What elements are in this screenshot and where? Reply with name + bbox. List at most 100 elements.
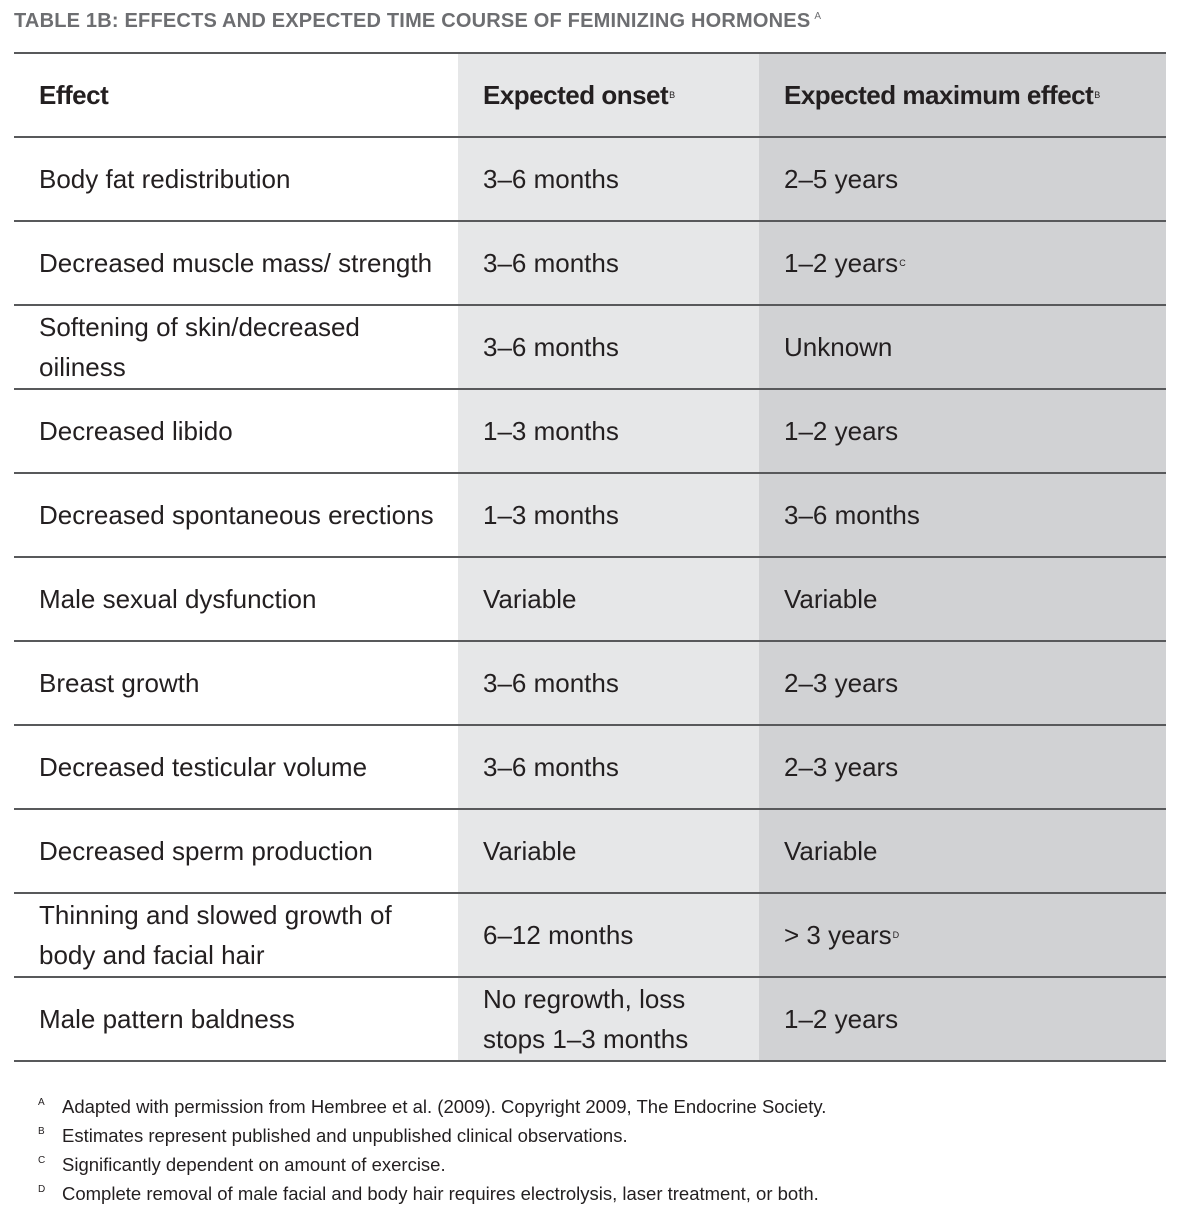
cell-text: Breast growth — [39, 668, 200, 698]
cell-expected-maximum-effect: 2–5 years — [759, 138, 1166, 220]
footnote-text: Complete removal of male facial and body… — [62, 1183, 819, 1204]
cell-text: Unknown — [784, 332, 893, 362]
title-footnote-mark: A — [814, 11, 822, 22]
cell-text: 1–2 years — [784, 248, 899, 278]
footnote-mark: C — [38, 1155, 46, 1166]
table-row: Male pattern baldness No regrowth, loss s… — [14, 978, 1166, 1062]
table-row: Decreased testicular volume 3–6 months 2–3… — [14, 726, 1166, 810]
footnote-mark: D — [892, 930, 900, 940]
cell-expected-onset: Variable — [458, 810, 759, 892]
footnote-mark: B — [1094, 90, 1100, 100]
cell-expected-maximum-effect: 2–3 years — [759, 642, 1166, 724]
header-text: Expected maximum effect — [784, 80, 1094, 110]
cell-text: 2–3 years — [784, 752, 899, 782]
footnote: B Estimates represent published and unpub… — [38, 1125, 826, 1154]
cell-text: Male pattern baldness — [39, 1004, 295, 1034]
footnote-text: Significantly dependent on amount of exe… — [62, 1154, 446, 1175]
table-row: Breast growth 3–6 months 2–3 years — [14, 642, 1166, 726]
cell-expected-maximum-effect: Variable — [759, 558, 1166, 640]
cell-expected-maximum-effect: Variable — [759, 810, 1166, 892]
footnote-mark: B — [669, 90, 675, 100]
cell-text: 3–6 months — [483, 752, 619, 782]
cell-expected-maximum-effect: 3–6 months — [759, 474, 1166, 556]
cell-text: Body fat redistribution — [39, 164, 291, 194]
table-row: Softening of skin/decreased oiliness 3–6 … — [14, 306, 1166, 390]
footnote-mark: D — [38, 1184, 46, 1195]
cell-text: No regrowth, loss stops 1–3 months — [483, 984, 689, 1054]
footnote: A Adapted with permission from Hembree et… — [38, 1096, 826, 1125]
cell-expected-maximum-effect: 1–2 years C — [759, 222, 1166, 304]
cell-text: 3–6 months — [483, 668, 619, 698]
cell-text: Variable — [784, 584, 878, 614]
footnote-text: Estimates represent published and unpubl… — [62, 1125, 628, 1146]
cell-text: Variable — [483, 584, 577, 614]
footnote-mark: B — [38, 1126, 45, 1137]
cell-expected-onset: 3–6 months — [458, 138, 759, 220]
cell-effect: Decreased muscle mass/ strength — [14, 222, 458, 304]
effects-table: Effect Expected onset B Expected maximum … — [14, 52, 1166, 1062]
cell-expected-onset: 6–12 months — [458, 894, 759, 976]
cell-text: Softening of skin/decreased oiliness — [39, 312, 360, 382]
cell-expected-onset: 1–3 months — [458, 474, 759, 556]
cell-effect: Male sexual dysfunction — [14, 558, 458, 640]
table-title: TABLE 1B: EFFECTS AND EXPECTED TIME COUR… — [14, 10, 821, 33]
cell-expected-onset: 1–3 months — [458, 390, 759, 472]
table-row: Decreased muscle mass/ strength 3–6 month… — [14, 222, 1166, 306]
cell-expected-onset: No regrowth, loss stops 1–3 months — [458, 978, 759, 1060]
cell-expected-onset: 3–6 months — [458, 306, 759, 388]
cell-effect: Decreased testicular volume — [14, 726, 458, 808]
footnote: C Significantly dependent on amount of ex… — [38, 1154, 826, 1183]
footnote: D Complete removal of male facial and bod… — [38, 1183, 826, 1212]
cell-text: 1–3 months — [483, 416, 619, 446]
cell-text: 3–6 months — [784, 500, 920, 530]
cell-expected-maximum-effect: 2–3 years — [759, 726, 1166, 808]
footnote-mark: A — [38, 1097, 45, 1108]
cell-effect: Breast growth — [14, 642, 458, 724]
table-row: Body fat redistribution 3–6 months 2–5 yea… — [14, 138, 1166, 222]
cell-text: 2–3 years — [784, 668, 899, 698]
cell-effect: Decreased sperm production — [14, 810, 458, 892]
cell-expected-onset: 3–6 months — [458, 642, 759, 724]
table-row: Male sexual dysfunction Variable Variable — [14, 558, 1166, 642]
footnote-mark: C — [899, 258, 906, 268]
cell-expected-maximum-effect: 1–2 years — [759, 390, 1166, 472]
cell-text: 6–12 months — [483, 920, 634, 950]
cell-text: Decreased testicular volume — [39, 752, 368, 782]
cell-text: Variable — [483, 836, 577, 866]
cell-expected-onset: 3–6 months — [458, 726, 759, 808]
header-expected-onset: Expected onset B — [458, 54, 759, 136]
table-row: Decreased spontaneous erections 1–3 month… — [14, 474, 1166, 558]
cell-text: 3–6 months — [483, 332, 619, 362]
cell-text: 2–5 years — [784, 164, 899, 194]
cell-expected-onset: 3–6 months — [458, 222, 759, 304]
table-row: Decreased libido 1–3 months 1–2 years — [14, 390, 1166, 474]
table-title-text: TABLE 1B: EFFECTS AND EXPECTED TIME COUR… — [14, 10, 811, 32]
footnotes: A Adapted with permission from Hembree et… — [38, 1096, 826, 1212]
footnote-text: Adapted with permission from Hembree et … — [62, 1096, 827, 1117]
cell-text: 1–3 months — [483, 500, 619, 530]
cell-text: 3–6 months — [483, 248, 619, 278]
cell-text: Decreased spontaneous erections — [39, 500, 434, 530]
cell-text: Decreased muscle mass/ strength — [39, 248, 433, 278]
cell-effect: Body fat redistribution — [14, 138, 458, 220]
cell-text: Male sexual dysfunction — [39, 584, 317, 614]
cell-effect: Male pattern baldness — [14, 978, 458, 1060]
cell-expected-maximum-effect: > 3 years D — [759, 894, 1166, 976]
table-row: Thinning and slowed growth of body and f… — [14, 894, 1166, 978]
cell-effect: Thinning and slowed growth of body and f… — [14, 894, 458, 976]
cell-text: 1–2 years — [784, 1004, 899, 1034]
cell-text: 1–2 years — [784, 416, 899, 446]
header-text: Effect — [39, 80, 109, 110]
cell-expected-maximum-effect: Unknown — [759, 306, 1166, 388]
header-effect: Effect — [14, 54, 458, 136]
cell-text: Decreased sperm production — [39, 836, 373, 866]
cell-expected-onset: Variable — [458, 558, 759, 640]
cell-effect: Decreased libido — [14, 390, 458, 472]
cell-effect: Decreased spontaneous erections — [14, 474, 458, 556]
cell-text: Variable — [784, 836, 878, 866]
cell-text: 3–6 months — [483, 164, 619, 194]
table-header-row: Effect Expected onset B Expected maximum … — [14, 54, 1166, 138]
header-text: Expected onset — [483, 80, 669, 110]
cell-text: Thinning and slowed growth of body and f… — [39, 900, 392, 970]
header-expected-maximum-effect: Expected maximum effect B — [759, 54, 1166, 136]
